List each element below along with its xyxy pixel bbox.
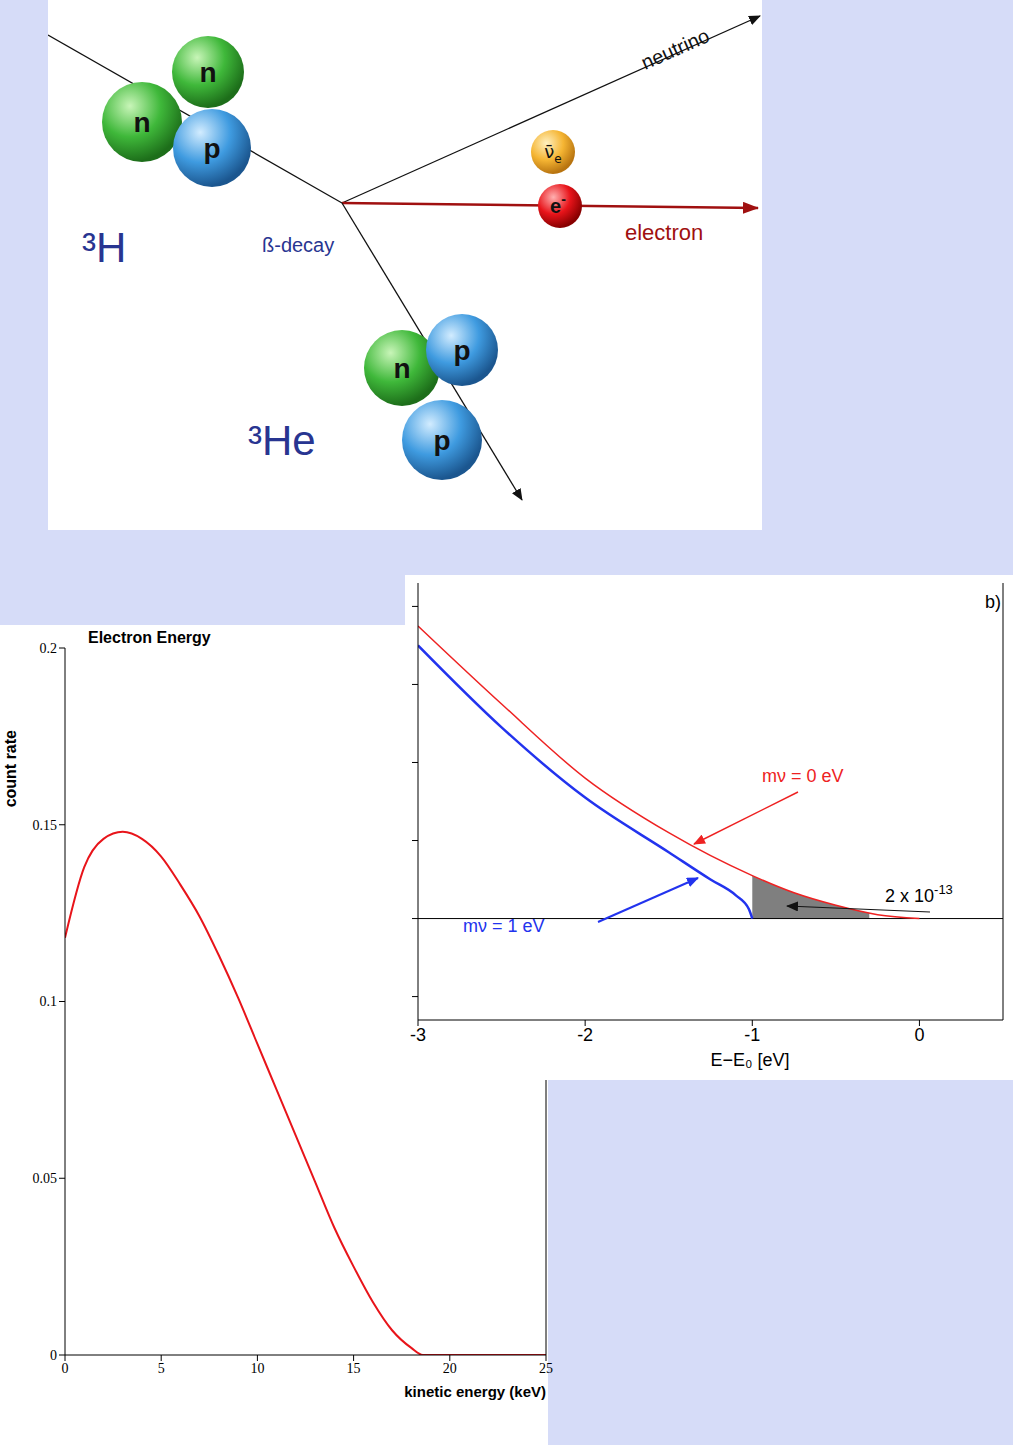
html-text:Electron Energy: Electron Energy [88, 629, 211, 646]
svg-text:-2: -2 [577, 1025, 593, 1045]
svg-text:mν = 1 eV: mν = 1 eV [463, 916, 545, 936]
svg-text:15: 15 [347, 1361, 361, 1376]
svg-text:n: n [199, 57, 216, 88]
svg-text:10: 10 [250, 1361, 264, 1376]
svg-text:5: 5 [158, 1361, 165, 1376]
svg-text:20: 20 [443, 1361, 457, 1376]
svg-text:0.15: 0.15 [33, 818, 58, 833]
svg-text:³He: ³He [248, 417, 316, 464]
html-text:count rate: count rate [2, 730, 19, 808]
svg-text:0: 0 [50, 1348, 57, 1363]
svg-text:neutrino: neutrino [638, 24, 713, 73]
html-text:E−E₀ [eV]: E−E₀ [eV] [710, 1050, 790, 1070]
svg-text:p: p [203, 133, 220, 164]
svg-text:0.1: 0.1 [40, 994, 58, 1009]
svg-text:0: 0 [62, 1361, 69, 1376]
svg-text:n: n [133, 107, 150, 138]
html-text:kinetic energy (keV): kinetic energy (keV) [404, 1383, 546, 1400]
svg-text:p: p [453, 335, 470, 366]
svg-text:p: p [433, 425, 450, 456]
svg-text:0.2: 0.2 [40, 641, 58, 656]
svg-text:e-: e- [550, 191, 566, 217]
svg-text:ν̄e: ν̄e [544, 141, 561, 166]
svg-text:25: 25 [539, 1361, 553, 1376]
svg-text:b): b) [985, 592, 1001, 612]
svg-text:ß-decay: ß-decay [262, 234, 334, 256]
svg-text:³H: ³H [82, 224, 126, 271]
svg-text:0: 0 [914, 1025, 924, 1045]
svg-text:electron: electron [625, 220, 703, 245]
svg-text:mν = 0 eV: mν = 0 eV [762, 766, 844, 786]
svg-text:n: n [393, 353, 410, 384]
svg-text:-3: -3 [410, 1025, 426, 1045]
svg-text:0.05: 0.05 [33, 1171, 58, 1186]
svg-text:-1: -1 [744, 1025, 760, 1045]
svg-text:2 x 10-13: 2 x 10-13 [885, 882, 953, 906]
